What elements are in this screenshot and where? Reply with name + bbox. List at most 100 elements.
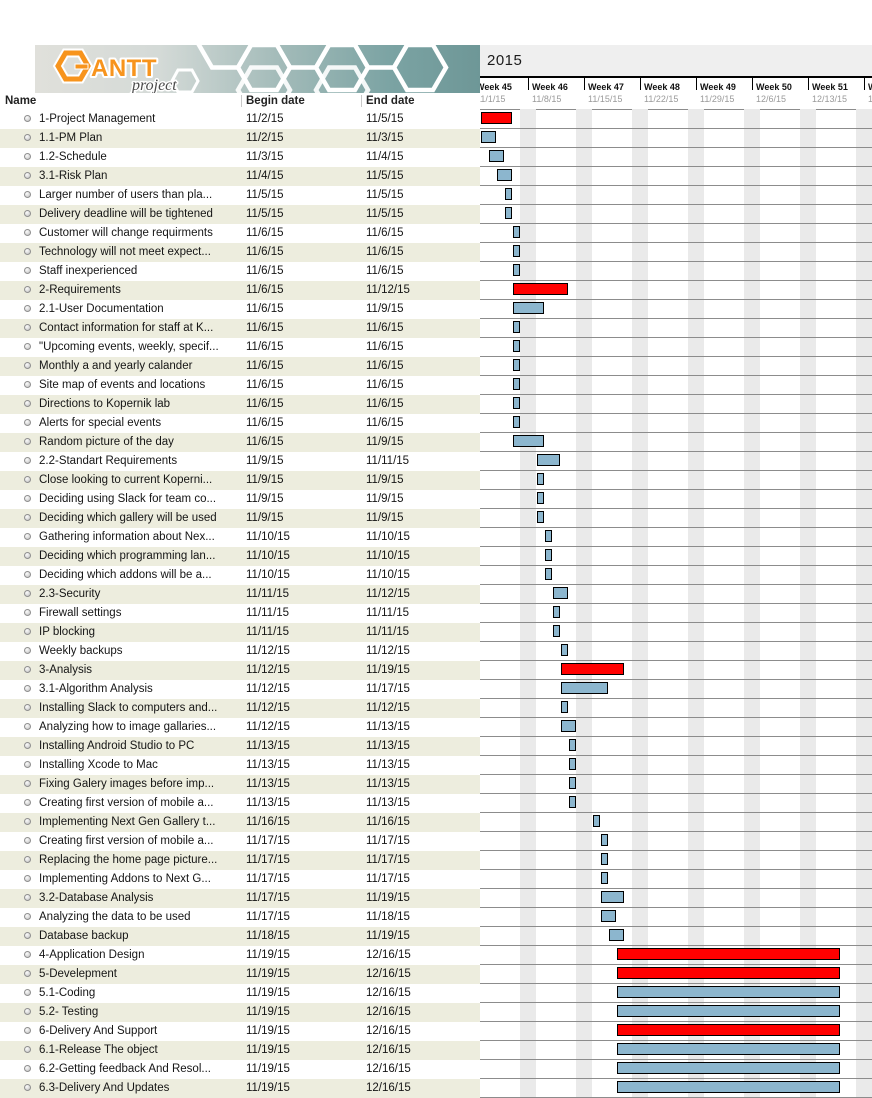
table-row[interactable]: 5-Develepment 11/19/15 12/16/15	[0, 965, 480, 984]
gantt-bar[interactable]	[489, 150, 504, 162]
gantt-bar[interactable]	[513, 226, 520, 238]
gantt-bar[interactable]	[513, 264, 520, 276]
table-row[interactable]: 3-Analysis 11/12/15 11/19/15	[0, 661, 480, 680]
gantt-bar[interactable]	[497, 169, 512, 181]
table-row[interactable]: Contact information for staff at K... 11/…	[0, 319, 480, 338]
table-row[interactable]: Analyzing how to image gallaries... 11/12…	[0, 718, 480, 737]
table-row[interactable]: Technology will not meet expect... 11/6/1…	[0, 243, 480, 262]
table-row[interactable]: 4-Application Design 11/19/15 12/16/15	[0, 946, 480, 965]
table-row[interactable]: Directions to Kopernik lab 11/6/15 11/6/15	[0, 395, 480, 414]
gantt-bar[interactable]	[561, 701, 568, 713]
table-row[interactable]: Analyzing the data to be used 11/17/15 11/…	[0, 908, 480, 927]
column-divider[interactable]	[241, 95, 242, 107]
gantt-bar[interactable]	[513, 321, 520, 333]
gantt-bar[interactable]	[513, 340, 520, 352]
gantt-bar[interactable]	[609, 929, 624, 941]
table-row[interactable]: Alerts for special events 11/6/15 11/6/15	[0, 414, 480, 433]
gantt-bar[interactable]	[617, 967, 840, 979]
gantt-bar[interactable]	[561, 720, 576, 732]
table-row[interactable]: Weekly backups 11/12/15 11/12/15	[0, 642, 480, 661]
gantt-bar[interactable]	[601, 891, 624, 903]
table-row[interactable]: IP blocking 11/11/15 11/11/15	[0, 623, 480, 642]
table-row[interactable]: Fixing Galery images before imp... 11/13/…	[0, 775, 480, 794]
gantt-bar[interactable]	[617, 1024, 840, 1036]
table-row[interactable]: Firewall settings 11/11/15 11/11/15	[0, 604, 480, 623]
gantt-bar[interactable]	[553, 606, 560, 618]
gantt-bar[interactable]	[481, 112, 512, 124]
table-row[interactable]: 1-Project Management 11/2/15 11/5/15	[0, 110, 480, 129]
table-row[interactable]: Installing Android Studio to PC 11/13/15 1…	[0, 737, 480, 756]
gantt-bar[interactable]	[569, 796, 576, 808]
column-divider[interactable]	[361, 95, 362, 107]
gantt-bar[interactable]	[513, 302, 544, 314]
table-row[interactable]: Creating first version of mobile a... 11/…	[0, 794, 480, 813]
gantt-bar[interactable]	[545, 530, 552, 542]
table-row[interactable]: 5.1-Coding 11/19/15 12/16/15	[0, 984, 480, 1003]
gantt-bar[interactable]	[569, 777, 576, 789]
column-header-name[interactable]: Name	[5, 95, 37, 107]
gantt-bar[interactable]	[617, 1081, 840, 1093]
gantt-bar[interactable]	[537, 473, 544, 485]
table-row[interactable]: 2.1-User Documentation 11/6/15 11/9/15	[0, 300, 480, 319]
gantt-bar[interactable]	[505, 207, 512, 219]
gantt-bar[interactable]	[561, 663, 624, 675]
gantt-bar[interactable]	[513, 416, 520, 428]
gantt-bar[interactable]	[617, 1043, 840, 1055]
gantt-bar[interactable]	[601, 910, 616, 922]
table-row[interactable]: 6.1-Release The object 11/19/15 12/16/15	[0, 1041, 480, 1060]
table-row[interactable]: 1.2-Schedule 11/3/15 11/4/15	[0, 148, 480, 167]
gantt-bar[interactable]	[545, 568, 552, 580]
table-row[interactable]: 6-Delivery And Support 11/19/15 12/16/15	[0, 1022, 480, 1041]
gantt-bar[interactable]	[481, 131, 496, 143]
gantt-bar[interactable]	[513, 283, 568, 295]
gantt-bar[interactable]	[513, 359, 520, 371]
table-row[interactable]: Delivery deadline will be tightened 11/5/…	[0, 205, 480, 224]
gantt-bar[interactable]	[569, 758, 576, 770]
gantt-bar[interactable]	[561, 682, 608, 694]
gantt-bar[interactable]	[513, 435, 544, 447]
gantt-bar[interactable]	[537, 492, 544, 504]
table-row[interactable]: 2.2-Standart Requirements 11/9/15 11/11/15	[0, 452, 480, 471]
gantt-bar[interactable]	[505, 188, 512, 200]
table-row[interactable]: Deciding which programming lan... 11/10/1…	[0, 547, 480, 566]
table-row[interactable]: 6.3-Delivery And Updates 11/19/15 12/16/15	[0, 1079, 480, 1098]
table-row[interactable]: Installing Xcode to Mac 11/13/15 11/13/15	[0, 756, 480, 775]
table-row[interactable]: Deciding using Slack for team co... 11/9/…	[0, 490, 480, 509]
gantt-bar[interactable]	[617, 948, 840, 960]
gantt-bar[interactable]	[513, 397, 520, 409]
table-row[interactable]: Deciding which gallery will be used 11/9/…	[0, 509, 480, 528]
table-row[interactable]: Staff inexperienced 11/6/15 11/6/15	[0, 262, 480, 281]
gantt-bar[interactable]	[601, 853, 608, 865]
table-row[interactable]: Close looking to current Koperni... 11/9/…	[0, 471, 480, 490]
gantt-bar[interactable]	[593, 815, 600, 827]
table-row[interactable]: Creating first version of mobile a... 11/…	[0, 832, 480, 851]
gantt-bar[interactable]	[601, 872, 608, 884]
table-row[interactable]: 3.1-Risk Plan 11/4/15 11/5/15	[0, 167, 480, 186]
table-row[interactable]: 6.2-Getting feedback And Resol... 11/19/1…	[0, 1060, 480, 1079]
table-row[interactable]: Customer will change requirments 11/6/15 1…	[0, 224, 480, 243]
table-row[interactable]: "Upcoming events, weekly, specif... 11/6/…	[0, 338, 480, 357]
gantt-bar[interactable]	[513, 245, 520, 257]
gantt-bar[interactable]	[561, 644, 568, 656]
column-header-end-date[interactable]: End date	[366, 95, 415, 107]
table-row[interactable]: Implementing Addons to Next G... 11/17/15…	[0, 870, 480, 889]
gantt-bar[interactable]	[553, 587, 568, 599]
table-row[interactable]: Monthly a and yearly calander 11/6/15 11/6…	[0, 357, 480, 376]
table-row[interactable]: 2.3-Security 11/11/15 11/12/15	[0, 585, 480, 604]
table-row[interactable]: 2-Requirements 11/6/15 11/12/15	[0, 281, 480, 300]
table-row[interactable]: Database backup 11/18/15 11/19/15	[0, 927, 480, 946]
table-row[interactable]: Installing Slack to computers and... 11/1…	[0, 699, 480, 718]
table-row[interactable]: Site map of events and locations 11/6/15 1…	[0, 376, 480, 395]
table-row[interactable]: Replacing the home page picture... 11/17/…	[0, 851, 480, 870]
gantt-bar[interactable]	[545, 549, 552, 561]
table-row[interactable]: Deciding which addons will be a... 11/10/…	[0, 566, 480, 585]
table-row[interactable]: Larger number of users than pla... 11/5/1…	[0, 186, 480, 205]
table-row[interactable]: 3.2-Database Analysis 11/17/15 11/19/15	[0, 889, 480, 908]
table-row[interactable]: 3.1-Algorithm Analysis 11/12/15 11/17/15	[0, 680, 480, 699]
table-row[interactable]: Random picture of the day 11/6/15 11/9/15	[0, 433, 480, 452]
column-header-begin-date[interactable]: Begin date	[246, 95, 305, 107]
table-row[interactable]: 1.1-PM Plan 11/2/15 11/3/15	[0, 129, 480, 148]
gantt-bar[interactable]	[601, 834, 608, 846]
table-row[interactable]: 5.2- Testing 11/19/15 12/16/15	[0, 1003, 480, 1022]
table-row[interactable]: Gathering information about Nex... 11/10/…	[0, 528, 480, 547]
